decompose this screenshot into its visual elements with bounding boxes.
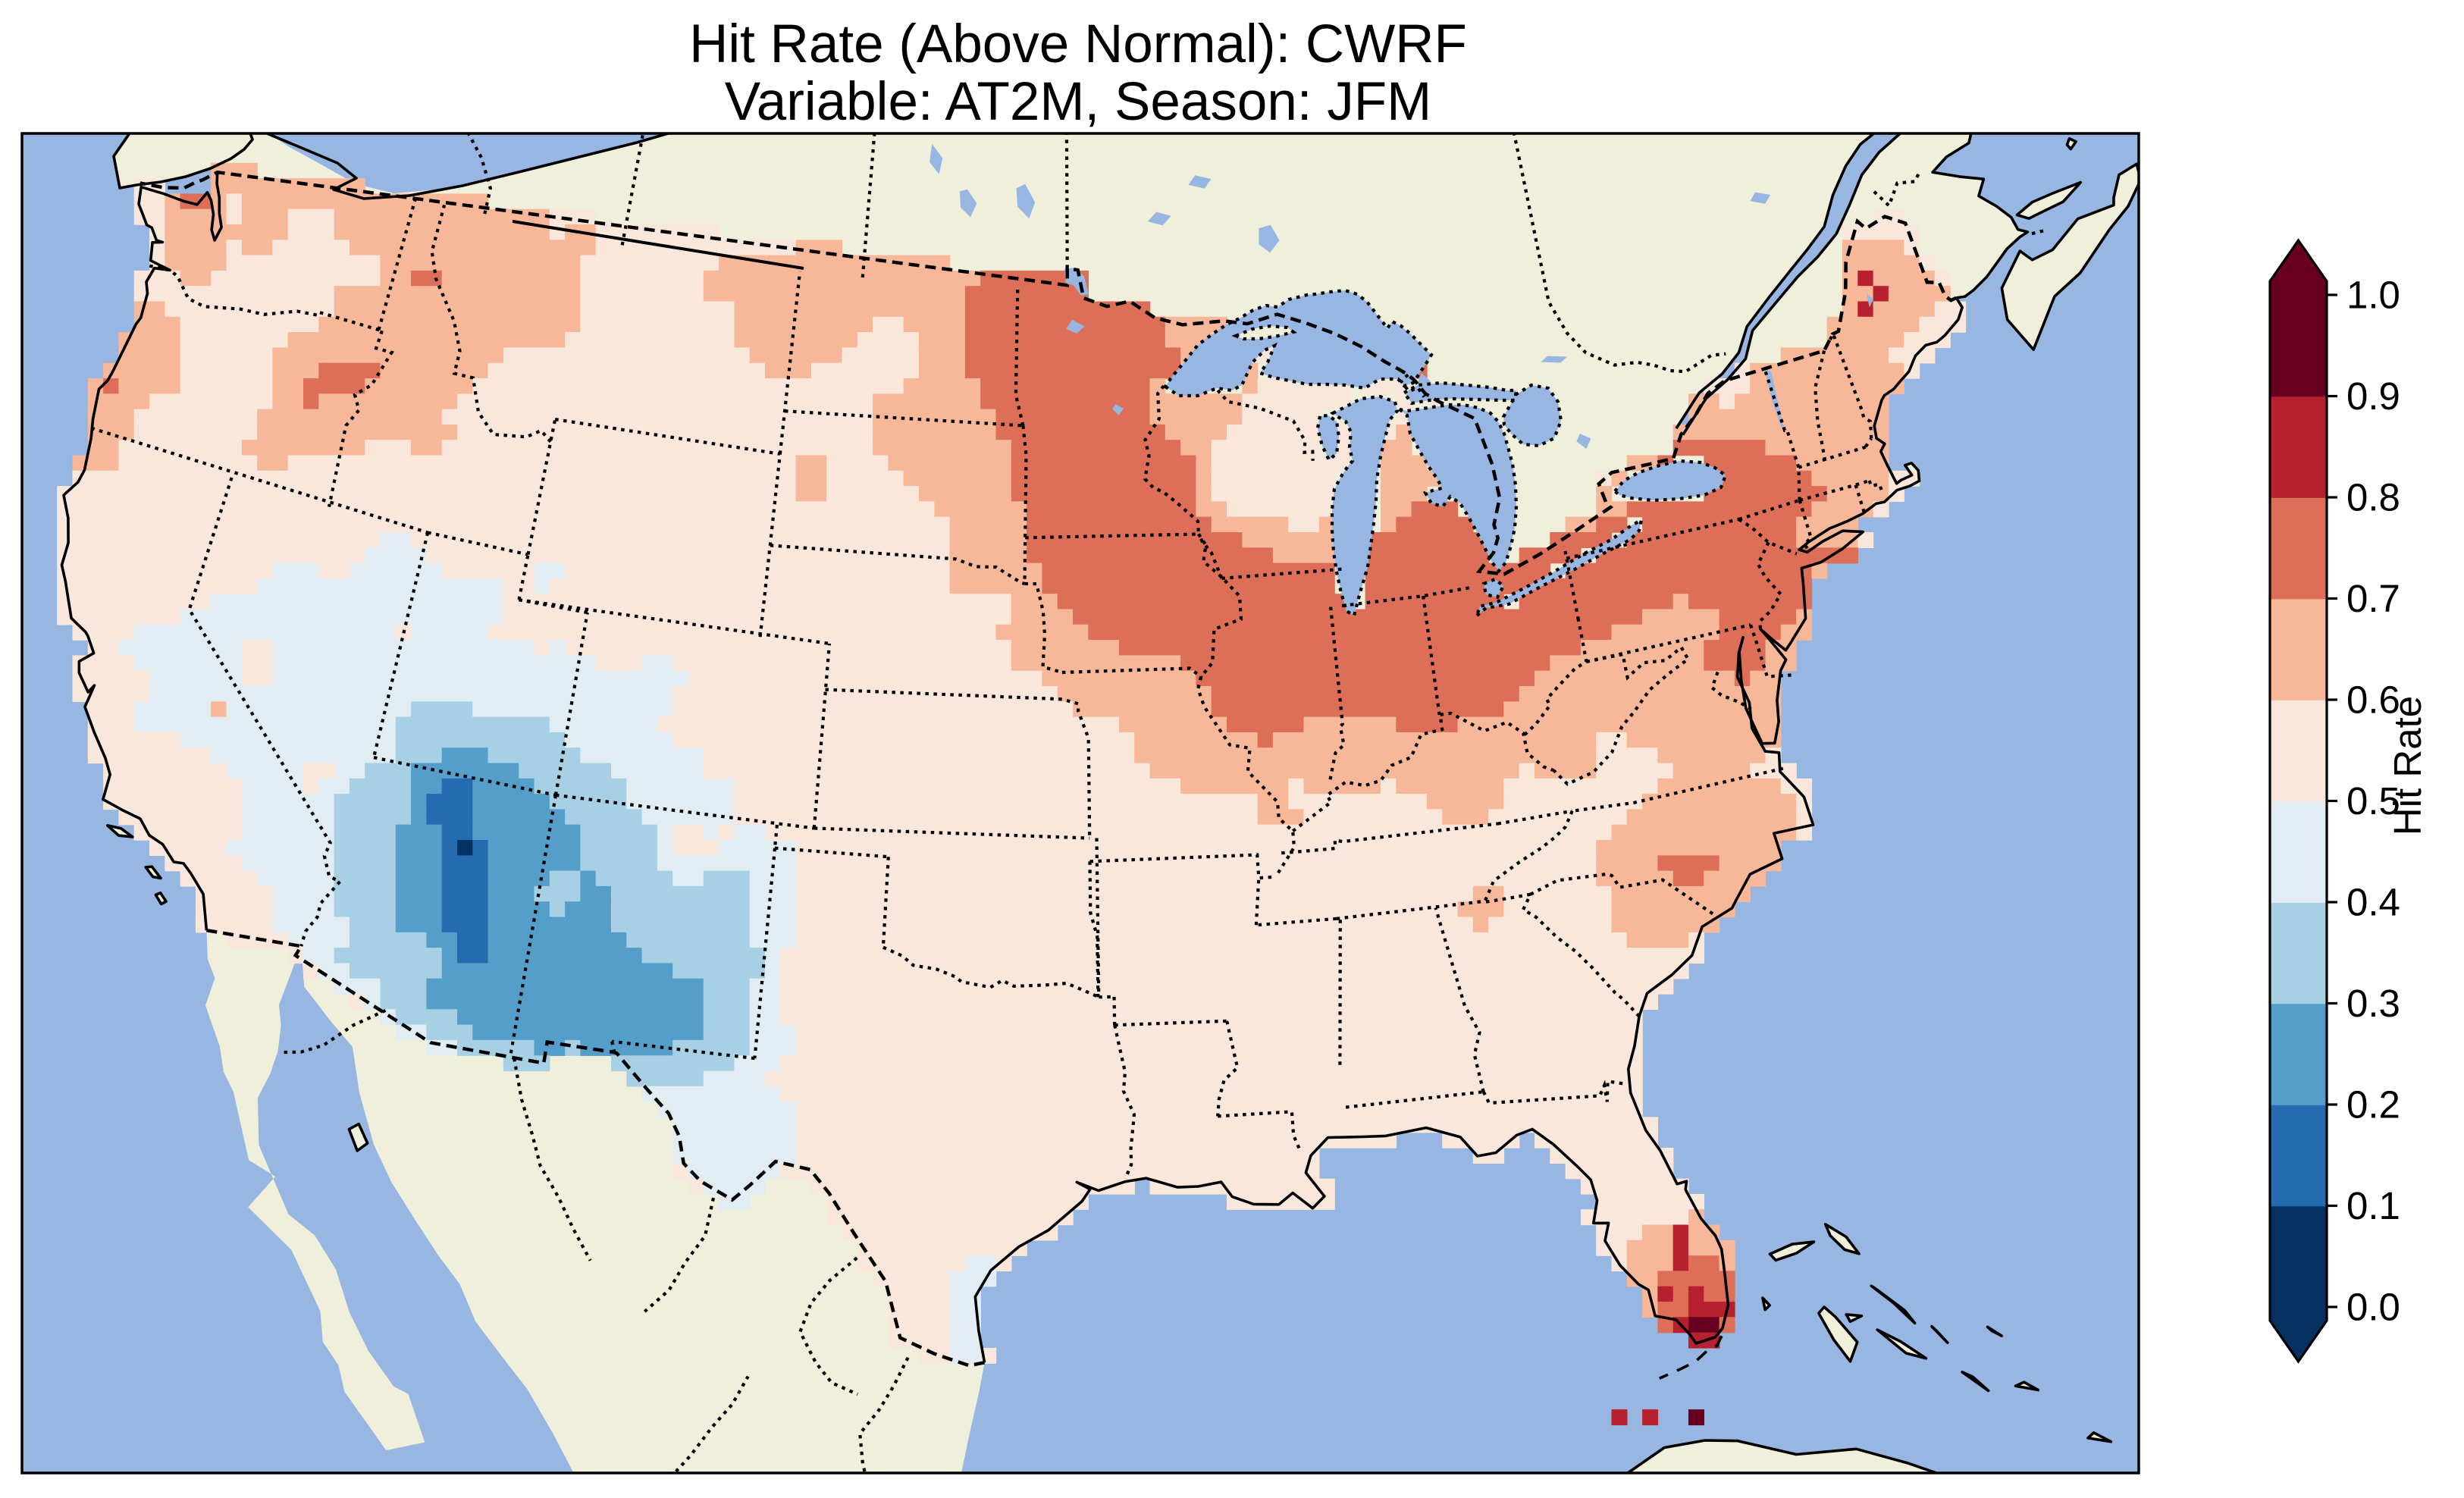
- svg-text:0.1: 0.1: [2346, 1184, 2400, 1227]
- svg-text:0.4: 0.4: [2346, 881, 2400, 924]
- svg-text:0.5: 0.5: [2346, 779, 2400, 823]
- svg-text:Hit Rate (Above Normal): CWRF: Hit Rate (Above Normal): CWRF: [689, 14, 1467, 74]
- svg-text:0.2: 0.2: [2346, 1083, 2400, 1127]
- svg-text:Hit Rate: Hit Rate: [2386, 696, 2429, 835]
- svg-text:0.9: 0.9: [2346, 374, 2400, 418]
- svg-text:0.8: 0.8: [2346, 476, 2400, 519]
- svg-text:Variable: AT2M, Season: JFM: Variable: AT2M, Season: JFM: [725, 72, 1432, 132]
- svg-text:0.3: 0.3: [2346, 982, 2400, 1025]
- svg-text:1.0: 1.0: [2346, 274, 2400, 317]
- svg-text:0.0: 0.0: [2346, 1286, 2400, 1329]
- svg-text:0.6: 0.6: [2346, 678, 2400, 722]
- svg-text:0.7: 0.7: [2346, 577, 2400, 620]
